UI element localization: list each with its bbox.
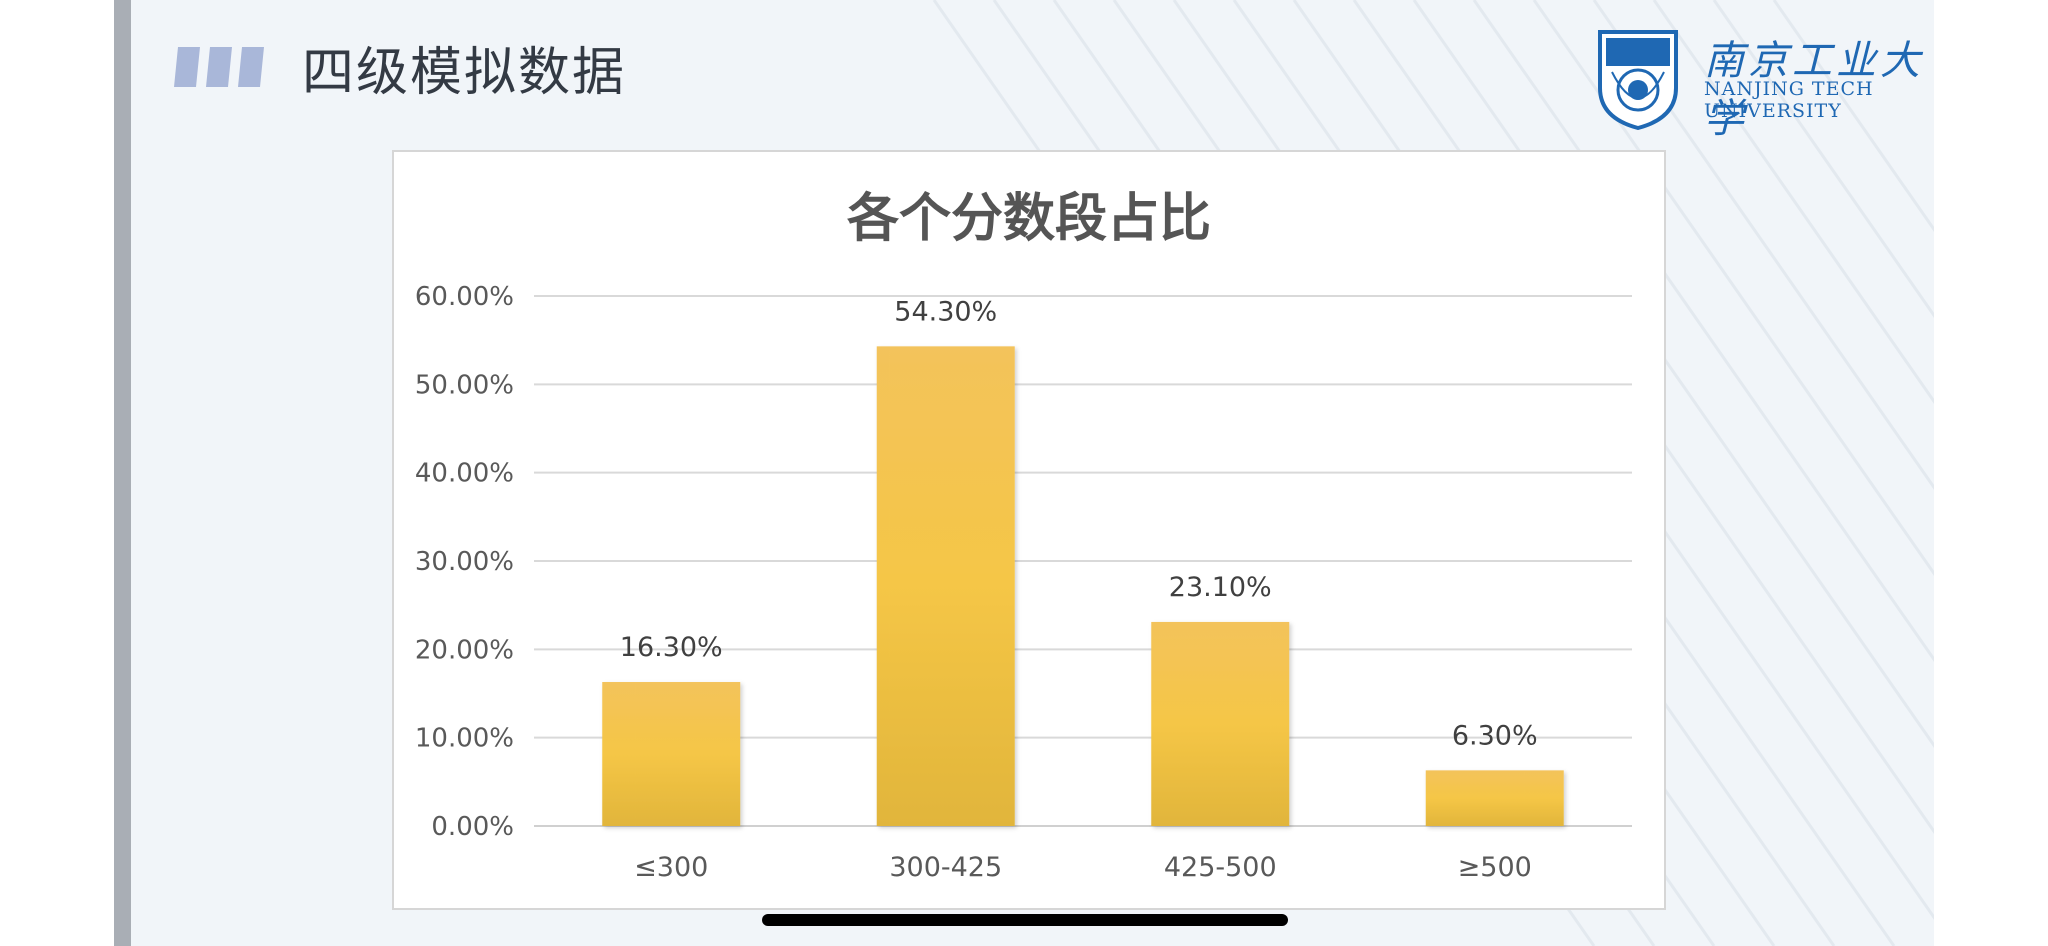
y-tick-label: 0.00% bbox=[431, 812, 514, 842]
y-tick-label: 60.00% bbox=[415, 282, 514, 312]
university-logo: 南京工业大学 NANJING TECH UNIVERSITY bbox=[1596, 28, 1926, 142]
bar-chart: 0.00% 10.00% 20.00% 30.00% 40.00% 50.00% 60.00… bbox=[415, 282, 1632, 883]
logo-name-en-line1: NANJING TECH bbox=[1704, 78, 1874, 100]
left-edge-bar bbox=[114, 0, 131, 946]
chart-title: 各个分数段占比 bbox=[846, 189, 1211, 249]
y-tick-label: 10.00% bbox=[415, 724, 514, 754]
x-tick-label: ≤300 bbox=[634, 852, 708, 883]
logo-name-en-line2: UNIVERSITY bbox=[1704, 100, 1842, 122]
chart-container: 各个分数段占比 0.00% 10.00% 20.00% 30.00% 40.00% 50.… bbox=[392, 150, 1666, 910]
x-tick-label: ≥500 bbox=[1458, 852, 1532, 883]
y-tick-label: 40.00% bbox=[415, 459, 514, 489]
data-label: 6.30% bbox=[1452, 720, 1538, 751]
data-label: 16.30% bbox=[620, 632, 723, 663]
y-tick-label: 50.00% bbox=[415, 370, 514, 400]
y-tick-label: 30.00% bbox=[415, 547, 514, 577]
bar-2 bbox=[876, 346, 1015, 826]
slide-title: 四级模拟数据 bbox=[302, 43, 627, 103]
y-tick-label: 20.00% bbox=[415, 635, 514, 665]
data-label: 23.10% bbox=[1169, 572, 1272, 603]
university-emblem-icon bbox=[1598, 30, 1678, 130]
bar-3 bbox=[1151, 621, 1290, 826]
bar-1 bbox=[602, 682, 741, 826]
logo-name-cn: 南京工业大学 bbox=[1704, 38, 1924, 142]
title-marks-icon bbox=[174, 47, 264, 87]
logo-name-en: NANJING TECH UNIVERSITY bbox=[1704, 78, 1874, 122]
data-label: 54.30% bbox=[894, 296, 997, 327]
home-indicator[interactable] bbox=[762, 914, 1288, 926]
x-tick-label: 425-500 bbox=[1164, 852, 1277, 883]
x-tick-label: 300-425 bbox=[889, 852, 1002, 883]
bar-4 bbox=[1425, 770, 1564, 826]
